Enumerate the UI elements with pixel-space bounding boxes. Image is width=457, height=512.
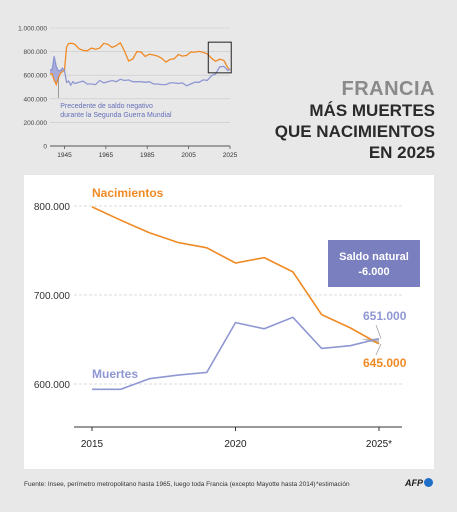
main-chart: 600.000 700.000 800.000 2015 2020 2025* Nacimi… [34,186,420,450]
small-y-tick-label: 200.000 [24,120,48,127]
small-annotation-line-1: Precedente de saldo negativo [60,103,153,110]
main-y-tick-label: 800.000 [34,202,71,213]
small-x-tick-label: 2005 [181,152,196,159]
main-deaths-series-label: Muertes [92,367,138,381]
small-y-tick-label: 1.000.000 [18,26,47,33]
afp-logo-text: AFP [405,478,423,488]
small-y-tick-label: 800.000 [24,49,48,56]
headline: FRANCIA MÁS MUERTES QUE NACIMIENTOS EN 2… [275,78,435,163]
small-annotation: Precedente de saldo negativo durante la S… [60,103,172,119]
main-deaths-end-label: 651.000 [363,309,407,323]
country-title: FRANCIA [341,78,435,100]
small-x-tick-label: 2025 [223,152,238,159]
estimate-note: *estimación [316,481,350,488]
small-x-tick-label: 1945 [57,152,72,159]
balance-callout-box [328,240,420,287]
main-births-end-leader [375,343,382,356]
main-y-tick-label: 700.000 [34,291,71,302]
main-x-tick-label: 2020 [224,439,247,450]
headline-line-2: QUE NACIMIENTOS [274,122,435,141]
balance-callout-value: -6.000 [358,266,389,278]
headline-line-3: EN 2025 [368,143,435,162]
afp-logo-dot [424,478,433,487]
main-births-end-label: 645.000 [363,356,407,370]
small-zoom-box [207,41,232,74]
historical-chart: 0 200.000 400.000 600.000 800.000 1.000.000 19… [18,26,238,160]
main-deaths-line [92,316,380,391]
main-births-line [91,206,380,345]
main-chart-panel: 600.000 700.000 800.000 2015 2020 2025* Nacimi… [24,175,434,469]
source-note: Fuente: Insee, perímetro metropolitano h… [24,481,316,488]
headline-line-1: MÁS MUERTES [309,101,435,120]
small-y-tick-label: 0 [43,144,47,151]
balance-callout-title: Saldo natural [339,251,409,263]
small-annotation-line-2: durante la Segunda Guerra Mundial [60,112,172,119]
small-deaths-line [49,56,231,87]
main-y-tick-label: 600.000 [34,380,71,391]
main-x-tick-label: 2015 [81,439,104,450]
small-y-tick-label: 600.000 [24,73,48,80]
small-births-line [50,41,231,87]
small-y-tick-label: 400.000 [24,96,48,103]
afp-logo: AFP [405,478,433,488]
main-births-series-label: Nacimientos [92,186,164,200]
small-x-tick-label: 1965 [99,152,114,159]
main-deaths-end-leader [375,324,382,339]
main-x-tick-label: 2025* [366,439,392,450]
small-x-tick-label: 1985 [140,152,155,159]
